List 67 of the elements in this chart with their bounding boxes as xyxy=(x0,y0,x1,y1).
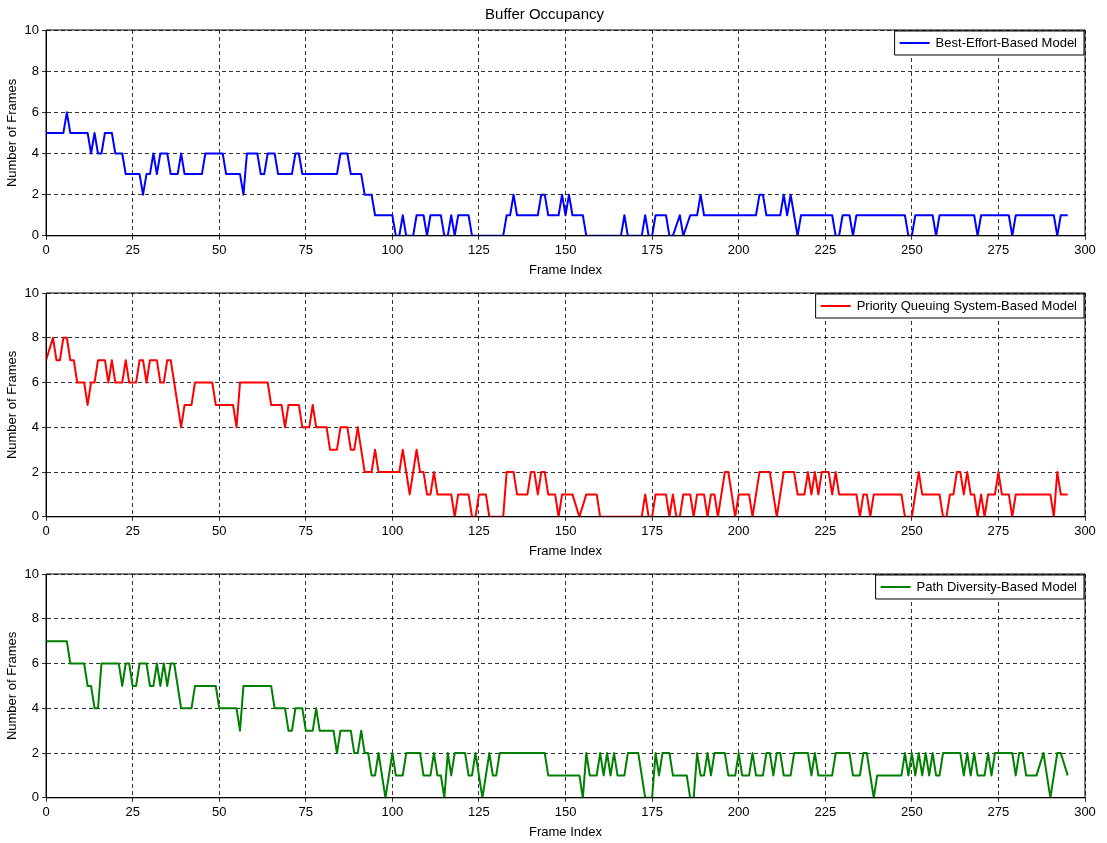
x-tick-label: 100 xyxy=(381,242,404,258)
y-axis-title: Number of Frames xyxy=(4,350,20,460)
x-tick-label: 300 xyxy=(1074,804,1096,820)
x-tick-label: 300 xyxy=(1074,523,1096,539)
y-tick-label: 4 xyxy=(31,699,40,715)
chart-title: Buffer Occupancy xyxy=(485,5,605,23)
y-tick-label: 10 xyxy=(24,565,40,581)
y-tick-label: 2 xyxy=(31,463,40,479)
x-tick-label: 0 xyxy=(42,523,50,539)
x-tick-label: 175 xyxy=(641,804,663,820)
x-tick-label: 225 xyxy=(814,242,837,258)
y-tick-label: 8 xyxy=(31,62,40,78)
x-tick-label: 200 xyxy=(727,523,750,539)
x-tick-label: 50 xyxy=(211,242,227,258)
x-tick-label: 100 xyxy=(381,523,404,539)
x-tick-label: 150 xyxy=(554,523,577,539)
y-tick-label: 6 xyxy=(31,103,40,119)
x-tick-label: 25 xyxy=(125,523,140,539)
y-tick-label: 0 xyxy=(31,227,40,243)
x-tick-label: 50 xyxy=(211,804,227,820)
x-tick-label: 0 xyxy=(42,242,50,258)
y-tick-label: 8 xyxy=(31,329,40,345)
y-axis-title: Number of Frames xyxy=(4,78,20,188)
y-tick-label: 6 xyxy=(31,655,40,671)
x-tick-label: 25 xyxy=(125,242,140,258)
x-tick-label: 200 xyxy=(727,242,750,258)
x-tick-label: 275 xyxy=(987,804,1010,820)
x-tick-label: 150 xyxy=(554,804,577,820)
x-tick-label: 125 xyxy=(468,242,490,258)
legend-label: Path Diversity-Based Model xyxy=(916,578,1078,594)
y-tick-label: 0 xyxy=(31,508,40,524)
x-axis-title: Frame Index xyxy=(529,261,603,277)
x-tick-label: 225 xyxy=(814,804,837,820)
y-tick-label: 2 xyxy=(31,186,40,202)
x-tick-label: 175 xyxy=(641,242,663,258)
x-tick-label: 250 xyxy=(900,804,923,820)
y-tick-label: 0 xyxy=(31,789,40,805)
x-tick-label: 75 xyxy=(298,523,314,539)
x-tick-label: 250 xyxy=(900,242,923,258)
y-axis-title: Number of Frames xyxy=(4,631,20,741)
y-tick-label: 6 xyxy=(31,374,40,390)
x-tick-label: 275 xyxy=(987,242,1010,258)
x-tick-label: 150 xyxy=(554,242,577,258)
x-tick-label: 125 xyxy=(468,523,490,539)
y-tick-label: 8 xyxy=(31,610,40,626)
x-tick-label: 250 xyxy=(900,523,923,539)
x-tick-label: 175 xyxy=(641,523,663,539)
legend-label: Best-Effort-Based Model xyxy=(935,34,1078,50)
x-axis-title: Frame Index xyxy=(529,542,603,558)
y-tick-label: 4 xyxy=(31,418,40,434)
x-tick-label: 0 xyxy=(42,804,50,820)
x-tick-label: 75 xyxy=(298,804,314,820)
legend-label: Priority Queuing System-Based Model xyxy=(856,297,1078,313)
y-tick-label: 10 xyxy=(24,284,40,300)
x-tick-label: 225 xyxy=(814,523,837,539)
x-tick-label: 125 xyxy=(468,804,490,820)
x-axis-title: Frame Index xyxy=(529,823,603,839)
y-tick-label: 4 xyxy=(31,145,40,161)
x-tick-label: 50 xyxy=(211,523,227,539)
x-tick-label: 200 xyxy=(727,804,750,820)
x-tick-label: 75 xyxy=(298,242,314,258)
y-tick-label: 10 xyxy=(24,21,40,37)
x-tick-label: 300 xyxy=(1074,242,1096,258)
x-tick-label: 25 xyxy=(125,804,140,820)
x-tick-label: 100 xyxy=(381,804,404,820)
y-tick-label: 2 xyxy=(31,744,40,760)
x-tick-label: 275 xyxy=(987,523,1010,539)
